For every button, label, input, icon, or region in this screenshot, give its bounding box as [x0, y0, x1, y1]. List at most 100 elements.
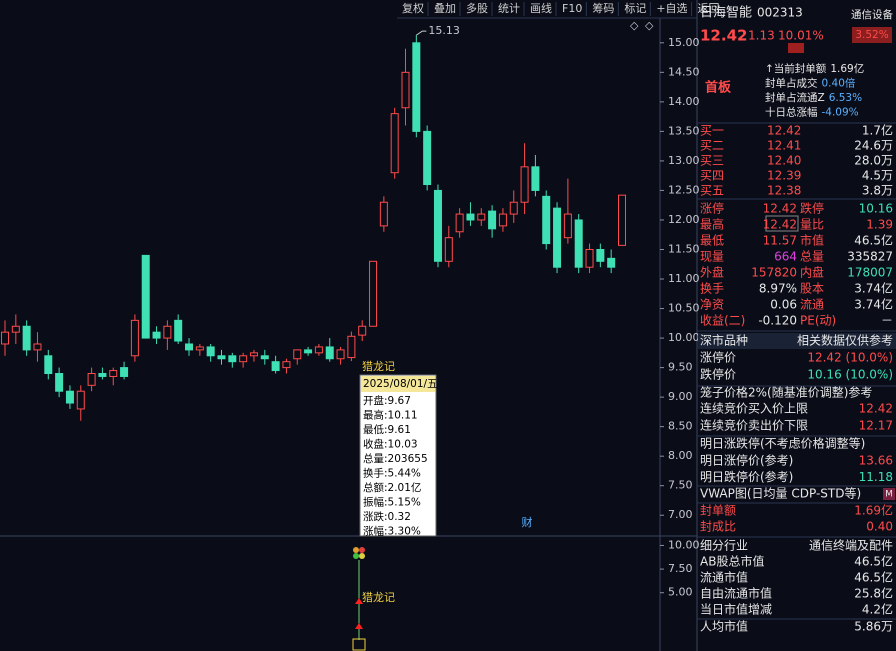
quote-label: 市值 [800, 233, 824, 248]
seal-label: 封单占流通Z [765, 91, 825, 104]
toolbar-button[interactable]: 标记 [624, 1, 646, 15]
section-note: 相关数据仅供参考 [797, 333, 893, 348]
row-value: 通信终端及配件 [809, 538, 893, 553]
row-value: 0.40 [866, 520, 893, 534]
price: 12.42 [700, 27, 747, 45]
row-label: 当日市值增减 [700, 602, 772, 617]
tooltip-row: 最高:10.11 [363, 409, 418, 422]
candle-body [239, 355, 248, 363]
toolbar-button[interactable]: 多股 [466, 1, 488, 15]
y-tick-label: 9.00 [668, 390, 693, 403]
toolbar-button[interactable]: 筹码 [592, 1, 614, 15]
candle-body [282, 361, 291, 369]
bid-label: 买三 [700, 154, 724, 168]
bid-label: 买一 [700, 124, 724, 138]
candle-body [65, 390, 74, 404]
tooltip-row: 振幅:5.15% [363, 496, 421, 509]
bid-volume: 28.0万 [854, 154, 893, 168]
toolbar-button[interactable]: 画线 [530, 1, 552, 15]
toolbar-button[interactable]: +自选 [656, 2, 687, 15]
quote-value: 157820 [751, 266, 797, 280]
row-value: 12.17 [859, 419, 893, 433]
candle-body [563, 213, 572, 239]
quote-value: 335827 [847, 250, 893, 264]
candle-body [369, 260, 378, 327]
row-label: 跌停价 [700, 367, 736, 382]
bid-label: 买五 [700, 184, 724, 198]
tooltip-date: 2025/08/01/五 [363, 378, 438, 390]
candle-body [336, 349, 345, 360]
toolbar-button[interactable]: 返回 [698, 2, 720, 15]
tooltip-header [361, 376, 435, 392]
y-tick-label: 7.50 [668, 562, 693, 575]
candle-body [217, 355, 226, 360]
candle-body [163, 325, 172, 339]
quote-value: -0.120 [758, 314, 797, 328]
candle-body [531, 166, 540, 191]
toolbar-button[interactable]: 统计 [498, 2, 520, 15]
dot [359, 553, 365, 559]
diamond-icon: ◇ [645, 19, 654, 32]
candle-body [542, 195, 551, 245]
candle-body [130, 319, 139, 357]
quote-label: 最低 [700, 234, 724, 248]
quote-value: 664 [774, 250, 797, 264]
stock-code: 002313 [757, 6, 803, 20]
bid-price: 12.38 [767, 184, 801, 198]
candle-body [585, 248, 594, 268]
vwap-button[interactable]: M [885, 490, 893, 500]
max-label: 15.13 [428, 24, 460, 37]
quote-label: 总量 [800, 250, 824, 264]
candle-body [44, 355, 53, 375]
y-tick-label: 10.50 [668, 302, 700, 315]
y-tick-label: 10.00 [668, 331, 700, 344]
candle-body [228, 355, 237, 363]
bid-volume: 4.5万 [862, 169, 893, 183]
seal-label: 封单占成交 [765, 77, 818, 90]
toolbar-button[interactable]: F10 [562, 2, 582, 15]
bid-label: 买二 [700, 139, 724, 153]
section-title: VWAP图(日均量 CDP-STD等) [700, 487, 861, 501]
row-value: 25.8亿 [854, 586, 893, 601]
candle-body [477, 213, 486, 221]
toolbar-button[interactable]: 叠加 [434, 2, 456, 15]
row-value: 12.42 (10.0%) [807, 351, 893, 365]
row-label: AB股总市值 [700, 554, 764, 569]
y-tick-label: 15.00 [668, 36, 700, 49]
quote-value: 10.16 [859, 202, 893, 216]
max-pointer [416, 30, 427, 36]
quote-label: PE(动) [800, 314, 836, 328]
row-value: 1.69亿 [854, 503, 893, 518]
section-title: 深市品种 [700, 333, 748, 348]
quote-value: 11.57 [763, 234, 797, 248]
change: 1.13 [748, 29, 775, 43]
sector-badge [852, 27, 892, 43]
y-tick-label: 11.00 [668, 272, 700, 285]
candle-body [120, 367, 129, 377]
seal-value: 6.53% [829, 92, 862, 104]
quote-label: 净资 [700, 298, 724, 312]
candle-body [574, 219, 583, 268]
candle-body [98, 373, 107, 377]
quote-value: 3.74亿 [854, 297, 893, 312]
candle-body [444, 237, 453, 262]
seal-value: -4.09% [822, 107, 859, 119]
quote-label: 现量 [700, 250, 724, 264]
quote-value: － [881, 314, 893, 328]
tooltip-row: 收盘:10.03 [363, 438, 418, 451]
candle-body [596, 248, 605, 262]
tooltip-row: 换手:5.44% [363, 467, 421, 480]
toolbar-button[interactable]: 复权 [402, 1, 424, 15]
candle-body [325, 346, 334, 360]
candle-body [109, 370, 118, 377]
price-box [765, 215, 799, 232]
candle-body [466, 213, 475, 221]
row-value: 11.18 [859, 470, 893, 484]
row-value: 5.86万 [854, 620, 893, 634]
seal-value: 1.69亿 [830, 62, 864, 75]
candle-body [76, 390, 85, 410]
candle-body [423, 130, 432, 186]
tooltip-row: 最低:9.61 [363, 423, 411, 436]
row-label: 封成比 [700, 520, 736, 534]
